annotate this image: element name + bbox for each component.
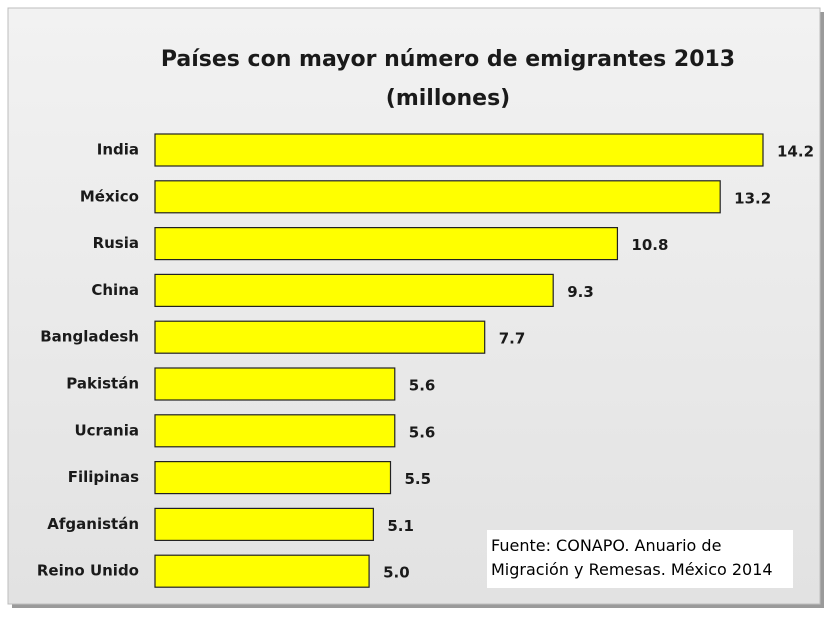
data-label: 9.3 — [567, 283, 594, 301]
data-label: 5.6 — [409, 377, 436, 395]
y-tick-label: Rusia — [93, 234, 139, 252]
chart-title: Países con mayor número de emigrantes 20… — [161, 47, 735, 72]
bar — [154, 133, 764, 167]
data-label: 5.0 — [383, 564, 410, 582]
bar — [154, 180, 721, 214]
bar — [154, 320, 486, 354]
data-label: 7.7 — [499, 330, 526, 348]
data-label: 10.8 — [631, 236, 668, 254]
data-label: 5.1 — [387, 517, 414, 535]
bar — [154, 273, 554, 307]
bar — [154, 461, 392, 495]
y-tick-label: Reino Unido — [37, 562, 139, 580]
bar — [154, 414, 396, 448]
data-label: 13.2 — [734, 189, 771, 207]
bar — [154, 367, 396, 401]
y-tick-label: China — [91, 281, 139, 299]
data-label: 14.2 — [777, 143, 814, 161]
y-tick-label: India — [97, 141, 139, 159]
y-tick-label: Pakistán — [66, 375, 139, 393]
y-tick-label: Ucrania — [74, 421, 139, 439]
y-tick-label: México — [80, 187, 139, 205]
bar — [154, 227, 619, 261]
source-note: Fuente: CONAPO. Anuario de Migración y R… — [487, 530, 793, 588]
bar — [154, 507, 374, 541]
data-label: 5.5 — [404, 470, 431, 488]
data-label: 5.6 — [409, 423, 436, 441]
bar — [154, 554, 370, 588]
y-tick-label: Afganistán — [47, 515, 139, 533]
y-tick-label: Bangladesh — [40, 328, 139, 346]
y-tick-label: Filipinas — [68, 468, 139, 486]
chart-subtitle: (millones) — [386, 86, 510, 111]
